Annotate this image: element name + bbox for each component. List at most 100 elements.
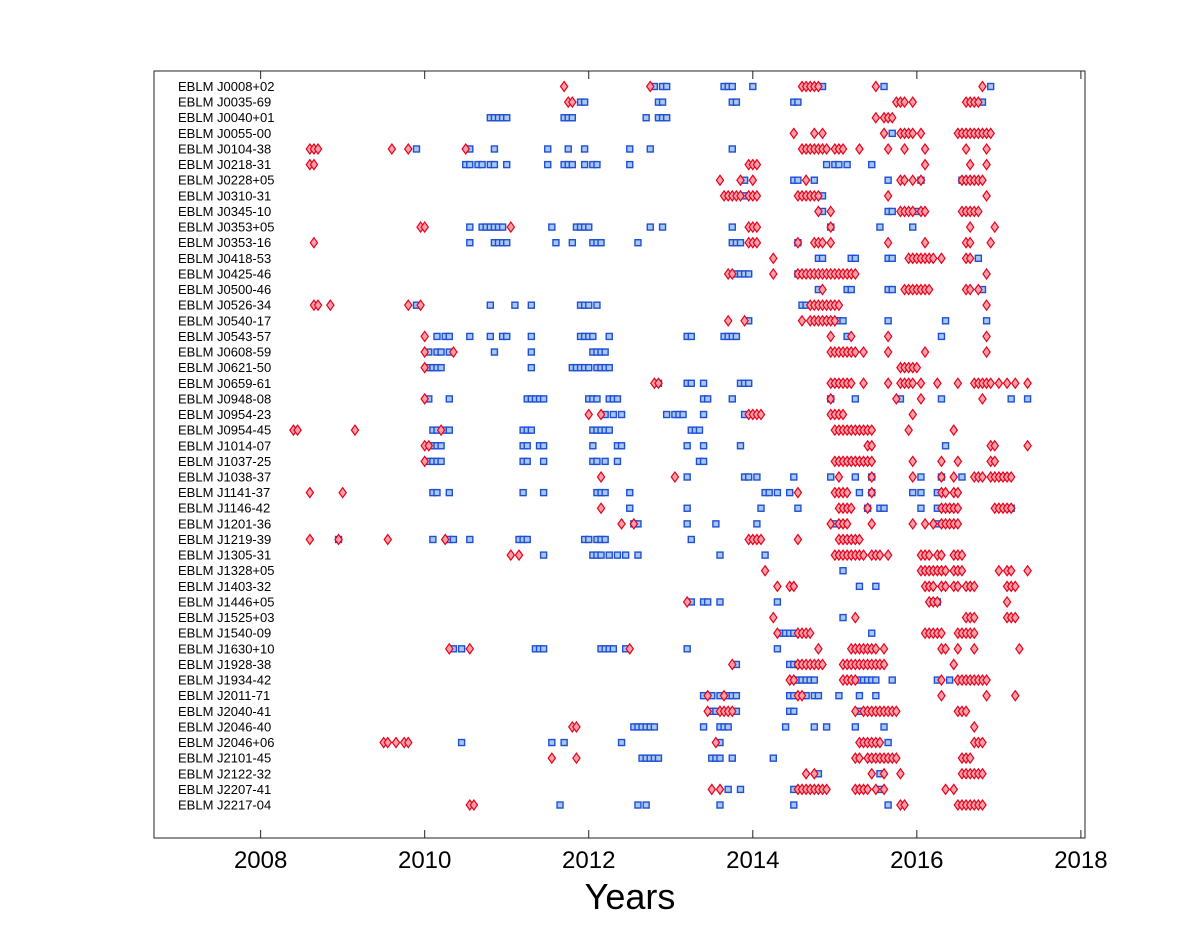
red-diamond-point [818, 236, 827, 249]
blue-square-point [945, 676, 954, 684]
red-diamond-point [711, 736, 721, 749]
red-diamond-point [715, 783, 725, 796]
blue-square-point [851, 395, 860, 403]
red-diamond-point [969, 720, 979, 733]
blue-square-point [658, 223, 667, 231]
red-diamond-point [920, 346, 930, 359]
row-label: EBLM J0040+01 [178, 110, 274, 125]
red-diamond-point [875, 736, 885, 749]
red-diamond-point [768, 252, 778, 265]
blue-square-point [527, 426, 536, 434]
red-diamond-point [941, 580, 950, 593]
blue-square-point [839, 317, 847, 325]
red-diamond-point [982, 142, 991, 156]
blue-square-point [613, 551, 622, 559]
red-diamond-point [506, 549, 516, 562]
red-diamond-point [924, 549, 934, 562]
red-diamond-point [961, 705, 971, 718]
blue-square-point [662, 82, 671, 91]
red-diamond-point [670, 470, 680, 484]
blue-square-point [736, 785, 745, 794]
blue-square-point [486, 332, 495, 341]
red-diamond-point [1002, 595, 1012, 608]
red-diamond-point [838, 142, 848, 156]
row-label: EBLM J0353-16 [178, 235, 271, 250]
blue-square-point [601, 488, 609, 497]
row-label: EBLM J0621-50 [178, 360, 271, 375]
blue-square-point [810, 176, 819, 184]
row-label: EBLM J1446+05 [178, 594, 274, 609]
red-diamond-point [596, 470, 606, 484]
red-diamond-point [867, 470, 877, 484]
red-diamond-point [974, 283, 983, 296]
red-diamond-point [584, 408, 594, 421]
row-label: EBLM J0055-00 [178, 126, 271, 141]
red-diamond-point [506, 221, 516, 234]
red-diamond-point [514, 549, 524, 562]
row-label: EBLM J0659-61 [178, 376, 271, 391]
blue-square-point [794, 176, 802, 184]
red-diamond-point [383, 533, 393, 546]
blue-square-point [773, 598, 782, 606]
blue-square-point [560, 738, 568, 747]
red-diamond-point [920, 517, 930, 530]
blue-square-point [732, 98, 741, 106]
blue-square-point [511, 301, 519, 309]
red-diamond-point [953, 502, 963, 515]
blue-square-point [724, 785, 732, 794]
red-diamond-point [908, 408, 918, 421]
blue-square-point [872, 582, 880, 591]
blue-square-point [814, 691, 823, 700]
red-diamond-point [965, 752, 975, 765]
blue-square-point [822, 160, 831, 169]
red-diamond-point [953, 517, 963, 530]
red-diamond-point [887, 111, 897, 124]
blue-square-point [687, 535, 695, 544]
blue-square-point [786, 488, 794, 497]
blue-square-point [732, 332, 741, 341]
red-diamond-point [867, 517, 877, 530]
red-diamond-point [793, 486, 803, 499]
red-diamond-point [994, 564, 1004, 577]
red-diamond-point [797, 689, 807, 702]
red-diamond-point [908, 377, 918, 390]
blue-square-point [724, 723, 732, 731]
red-diamond-point [444, 642, 454, 655]
blue-square-point [699, 457, 708, 466]
blue-square-point [716, 801, 724, 809]
red-diamond-point [969, 611, 979, 624]
blue-square-point [716, 551, 724, 559]
blue-square-point [621, 551, 630, 559]
red-diamond-point [723, 314, 733, 327]
blue-square-point [794, 504, 802, 512]
red-diamond-point [871, 80, 881, 93]
blue-square-point [662, 410, 671, 419]
blue-square-point [851, 254, 860, 263]
red-diamond-point [982, 299, 991, 312]
blue-square-point [818, 254, 827, 263]
blue-square-point [605, 551, 613, 559]
row-label: EBLM J0543-57 [178, 329, 271, 344]
red-diamond-point [420, 392, 430, 405]
red-diamond-point [801, 174, 811, 187]
red-diamond-point [1023, 377, 1032, 390]
blue-square-point [695, 426, 704, 434]
blue-square-point [683, 504, 691, 512]
blue-square-point [917, 504, 925, 512]
blue-square-point [728, 754, 736, 762]
row-label: EBLM J1403-32 [178, 579, 271, 594]
red-diamond-point [789, 674, 799, 687]
blue-square-point [646, 223, 654, 231]
blue-square-point [773, 645, 782, 653]
red-diamond-point [850, 611, 860, 624]
red-diamond-point [867, 486, 877, 499]
blue-square-point [843, 160, 851, 169]
red-diamond-point [703, 705, 713, 718]
blue-square-point [626, 488, 634, 497]
blue-square-point [613, 395, 622, 403]
blue-square-point [679, 410, 687, 419]
red-diamond-point [924, 283, 934, 296]
red-diamond-point [391, 736, 401, 749]
blue-square-point [855, 582, 864, 591]
red-diamond-point [596, 408, 606, 421]
